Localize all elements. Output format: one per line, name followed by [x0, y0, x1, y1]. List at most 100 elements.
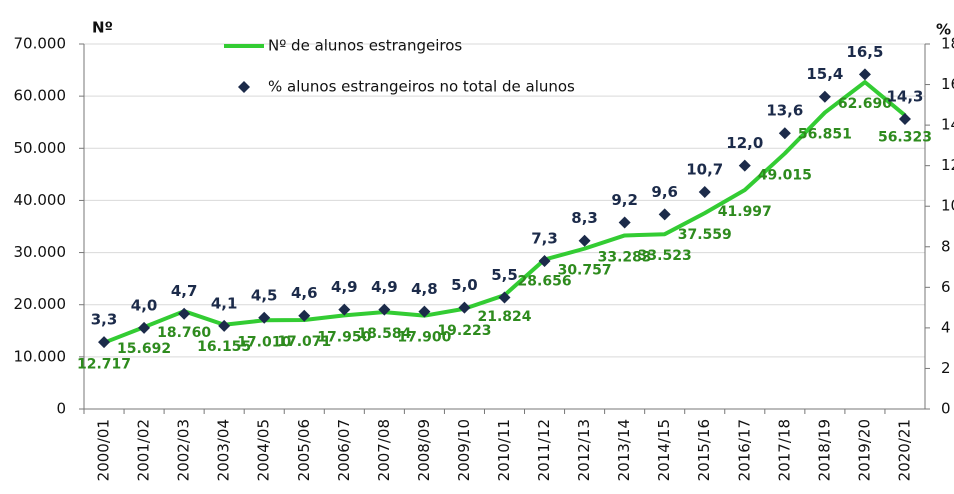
- data-point: [458, 301, 471, 314]
- data-label: 3,3: [91, 311, 118, 329]
- data-point: [658, 208, 671, 221]
- data-label: 41.997: [718, 204, 772, 220]
- x-tick-label: 2000/01: [95, 419, 113, 481]
- y-tick-label: 40.000: [14, 191, 67, 209]
- data-point: [138, 321, 151, 334]
- data-point: [258, 311, 271, 324]
- y2-tick-label: 0: [941, 400, 951, 418]
- data-label: 14,3: [886, 88, 923, 106]
- data-point: [98, 336, 111, 349]
- data-label: 30.757: [558, 263, 612, 279]
- x-tick-label: 2001/02: [135, 419, 153, 481]
- data-label: 62.690: [838, 96, 892, 112]
- data-label: 13,6: [766, 102, 803, 120]
- data-point: [858, 68, 871, 81]
- data-label: 9,6: [651, 183, 678, 201]
- data-label: 12.717: [77, 357, 131, 373]
- data-point: [778, 127, 791, 140]
- data-label: 15.692: [117, 341, 171, 357]
- data-point: [298, 309, 311, 322]
- legend-swatch: [238, 81, 250, 93]
- data-point: [818, 90, 831, 103]
- data-label: 4,0: [131, 296, 158, 314]
- data-point: [418, 305, 431, 318]
- data-label: 18.584: [357, 326, 411, 342]
- data-label: 15,4: [806, 65, 843, 83]
- x-tick-label: 2005/06: [295, 419, 313, 481]
- data-label: 16,5: [846, 43, 883, 61]
- y-tick-label: 60.000: [14, 87, 67, 105]
- data-label: 17.071: [277, 334, 331, 350]
- legend-label: % alunos estrangeiros no total de alunos: [268, 78, 575, 96]
- data-label: 17.010: [237, 334, 291, 350]
- x-tick-label: 2010/11: [495, 419, 513, 481]
- legend-label: Nº de alunos estrangeiros: [268, 37, 462, 55]
- data-point: [618, 216, 631, 229]
- x-tick-label: 2013/14: [615, 419, 633, 481]
- data-label: 7,3: [531, 229, 558, 247]
- x-tick-label: 2002/03: [175, 419, 193, 481]
- y2-axis-label: %: [936, 21, 951, 39]
- data-point: [738, 159, 751, 172]
- x-tick-label: 2018/19: [815, 419, 833, 481]
- data-label: 33.283: [598, 249, 652, 265]
- data-label: 12,0: [726, 134, 763, 152]
- x-tick-label: 2004/05: [255, 419, 273, 481]
- y-tick-label: 30.000: [14, 243, 67, 261]
- x-tick-label: 2012/13: [575, 419, 593, 481]
- data-point: [378, 303, 391, 316]
- data-point: [178, 307, 191, 320]
- data-point: [698, 186, 711, 199]
- data-label: 37.559: [678, 227, 732, 243]
- data-label: 56.323: [878, 129, 932, 145]
- data-point: [338, 303, 351, 316]
- data-label: 9,2: [611, 191, 638, 209]
- x-tick-label: 2003/04: [215, 419, 233, 481]
- data-label: 5,0: [451, 276, 478, 294]
- y-tick-label: 10.000: [14, 347, 67, 365]
- data-label: 33.523: [638, 248, 692, 264]
- y2-tick-label: 16: [941, 75, 954, 93]
- y2-tick-label: 4: [941, 318, 951, 336]
- x-tick-label: 2008/09: [415, 419, 433, 481]
- x-tick-label: 2020/21: [895, 419, 913, 481]
- y2-tick-label: 2: [941, 359, 951, 377]
- y-tick-label: 50.000: [14, 139, 67, 157]
- y2-tick-label: 18: [941, 35, 954, 53]
- data-label: 8,3: [571, 209, 598, 227]
- data-label: 21.824: [477, 309, 531, 325]
- x-tick-label: 2007/08: [375, 419, 393, 481]
- y2-tick-label: 14: [941, 116, 954, 134]
- y2-tick-label: 10: [941, 197, 954, 215]
- data-label: 4,5: [251, 286, 278, 304]
- data-label: 4,9: [331, 278, 358, 296]
- x-tick-label: 2017/18: [775, 419, 793, 481]
- x-tick-label: 2006/07: [335, 419, 353, 481]
- x-tick-label: 2014/15: [655, 419, 673, 481]
- data-label: 19.223: [437, 323, 491, 339]
- data-point: [498, 291, 511, 304]
- data-point: [898, 113, 911, 126]
- y-tick-label: 0: [56, 400, 66, 418]
- y2-tick-label: 8: [941, 237, 951, 255]
- data-label: 4,7: [171, 282, 198, 300]
- data-label: 4,8: [411, 280, 438, 298]
- x-tick-label: 2009/10: [455, 419, 473, 481]
- data-label: 10,7: [686, 161, 723, 179]
- data-label: 49.015: [758, 167, 812, 183]
- y-tick-label: 70.000: [14, 35, 67, 53]
- x-tick-label: 2015/16: [695, 419, 713, 481]
- data-label: 28.656: [518, 274, 572, 290]
- data-label: 4,9: [371, 278, 398, 296]
- data-label: 56.851: [798, 127, 852, 143]
- y2-tick-label: 12: [941, 156, 954, 174]
- x-tick-label: 2016/17: [735, 419, 753, 481]
- data-label: 18.760: [157, 325, 211, 341]
- data-label: 4,6: [291, 284, 318, 302]
- data-point: [578, 234, 591, 247]
- data-point: [538, 254, 551, 267]
- y-axis-label: Nº: [92, 19, 113, 37]
- x-tick-label: 2019/20: [855, 419, 873, 481]
- data-label: 5,5: [491, 266, 518, 284]
